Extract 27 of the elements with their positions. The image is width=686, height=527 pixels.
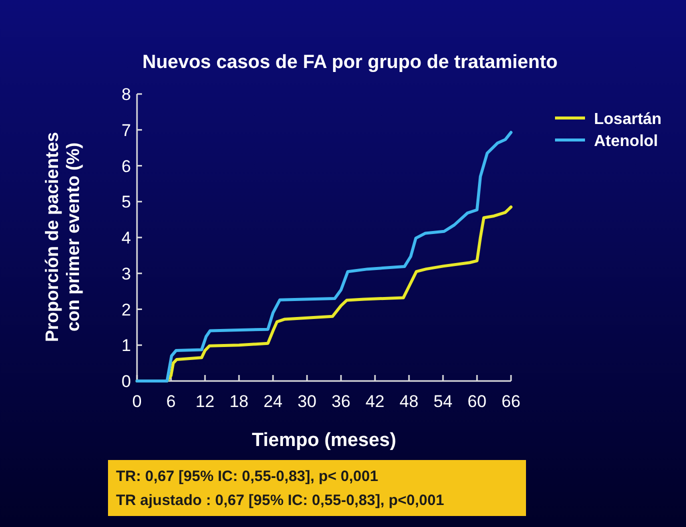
y-tick-label: 8 (122, 85, 131, 104)
x-tick-label: 66 (502, 392, 520, 411)
x-tick-label: 36 (332, 392, 350, 411)
x-axis-title: Tiempo (meses) (252, 430, 396, 451)
x-tick-label: 6 (166, 392, 176, 411)
x-tick-label: 54 (434, 392, 452, 411)
x-tick-label: 18 (230, 392, 248, 411)
y-axis-title: Proporción de pacientes con primer evento (%) (42, 132, 83, 342)
legend-label: Atenolol (594, 133, 658, 150)
x-tick-label: 42 (366, 392, 384, 411)
y-tick-label: 2 (122, 300, 131, 320)
chart-title: Nuevos casos de FA por grupo de tratamiento (142, 52, 558, 73)
x-tick-label: 24 (264, 392, 282, 411)
text: TR: 0,67 [95% IC: 0,55-0,83], p< 0,001 (116, 468, 378, 485)
y-tick-label: 7 (122, 120, 131, 140)
y-tick-label: 5 (122, 192, 131, 212)
x-tick-label: 12 (196, 392, 214, 411)
y-tick-label: 0 (122, 372, 131, 391)
y-tick-label: 6 (122, 156, 131, 176)
y-tick-label: 1 (122, 336, 131, 356)
text: TR ajustado : 0,67 [95% IC: 0,55-0,83], p<0,001 (116, 492, 444, 509)
y-tick-label: 3 (122, 264, 131, 284)
y-tick-label: 4 (122, 228, 131, 248)
legend-label: Losartán (594, 111, 662, 128)
x-tick-label: 30 (298, 392, 316, 411)
x-tick-label: 60 (468, 392, 486, 411)
x-tick-label: 48 (400, 392, 418, 411)
